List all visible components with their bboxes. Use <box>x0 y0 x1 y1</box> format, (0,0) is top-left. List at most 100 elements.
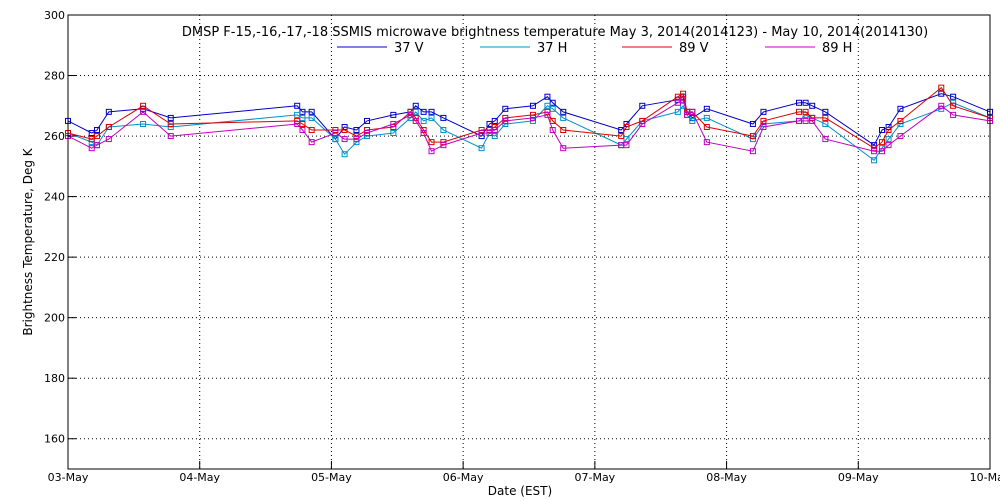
data-point <box>639 120 646 127</box>
data-point <box>796 108 803 115</box>
data-point <box>749 133 756 140</box>
data-point <box>167 120 174 127</box>
chart-title: DMSP F-15,-16,-17,-18 SSMIS microwave br… <box>182 25 928 40</box>
data-point <box>294 120 301 127</box>
data-point <box>680 90 687 97</box>
data-point <box>332 130 339 137</box>
data-point <box>549 127 556 134</box>
data-point <box>294 102 301 109</box>
data-point <box>689 117 696 124</box>
data-point <box>822 136 829 143</box>
data-point <box>680 96 687 103</box>
data-point <box>544 102 551 109</box>
data-point <box>822 108 829 115</box>
data-point <box>341 136 348 143</box>
data-point <box>440 127 447 134</box>
x-tick-label: 04-May <box>179 471 220 484</box>
y-tick-label: 260 <box>44 130 65 143</box>
legend-label: 89 V <box>679 41 709 56</box>
data-point <box>802 99 809 106</box>
data-point <box>809 117 816 124</box>
x-axis-title: Date (EST) <box>488 484 552 498</box>
data-point <box>822 114 829 121</box>
data-point <box>140 120 147 127</box>
data-point <box>294 117 301 124</box>
data-point <box>529 111 536 118</box>
data-point <box>88 136 95 143</box>
data-point <box>549 105 556 112</box>
data-point <box>878 127 885 134</box>
data-point <box>760 108 767 115</box>
data-point <box>407 111 414 118</box>
y-axis-title: Brightness Temperature, Deg K <box>21 147 35 335</box>
data-point <box>938 84 945 91</box>
data-point <box>341 123 348 130</box>
data-point <box>623 123 630 130</box>
data-point <box>299 114 306 121</box>
x-tick-label: 10-May <box>970 471 1000 484</box>
data-point <box>412 117 419 124</box>
data-point <box>544 108 551 115</box>
data-point <box>486 120 493 127</box>
data-point <box>560 108 567 115</box>
data-point <box>428 139 435 146</box>
data-point <box>341 151 348 158</box>
data-point <box>428 148 435 155</box>
data-point <box>502 105 509 112</box>
series-group <box>65 90 993 149</box>
data-point <box>897 133 904 140</box>
data-point <box>684 111 691 118</box>
series-lines <box>65 84 993 164</box>
data-point <box>88 130 95 137</box>
data-point <box>760 123 767 130</box>
data-point <box>105 108 112 115</box>
data-point <box>938 90 945 97</box>
series-line <box>67 93 991 146</box>
data-point <box>428 114 435 121</box>
legend-label: 89 H <box>822 41 852 56</box>
data-point <box>560 145 567 152</box>
data-point <box>478 130 485 137</box>
data-point <box>363 117 370 124</box>
data-point <box>412 102 419 109</box>
plot-frame <box>67 14 991 470</box>
data-point <box>502 117 509 124</box>
data-point <box>529 114 536 121</box>
data-point <box>93 127 100 134</box>
grid-lines <box>68 15 990 469</box>
data-point <box>618 133 625 140</box>
data-point <box>878 139 885 146</box>
data-point <box>796 99 803 106</box>
data-point <box>491 133 498 140</box>
data-point <box>308 114 315 121</box>
data-point <box>809 102 816 109</box>
y-tick-label: 180 <box>44 372 65 385</box>
data-point <box>167 133 174 140</box>
y-tick-label: 200 <box>44 312 65 325</box>
data-point <box>897 105 904 112</box>
data-point <box>88 139 95 146</box>
data-point <box>802 117 809 124</box>
data-point <box>938 102 945 109</box>
data-point <box>703 114 710 121</box>
data-point <box>491 117 498 124</box>
data-point <box>950 111 957 118</box>
data-point <box>407 108 414 115</box>
data-point <box>478 145 485 152</box>
legend-label: 37 H <box>537 41 567 56</box>
data-point <box>760 117 767 124</box>
data-point <box>353 127 360 134</box>
data-point <box>703 139 710 146</box>
data-point <box>674 99 681 106</box>
data-point <box>390 120 397 127</box>
data-point <box>885 136 892 143</box>
data-point <box>440 142 447 149</box>
x-tick-label: 09-May <box>838 471 879 484</box>
legend-label: 37 V <box>394 41 424 56</box>
data-point <box>308 108 315 115</box>
data-point <box>822 120 829 127</box>
y-tick-label: 240 <box>44 191 65 204</box>
data-point <box>549 99 556 106</box>
data-point <box>623 142 630 149</box>
